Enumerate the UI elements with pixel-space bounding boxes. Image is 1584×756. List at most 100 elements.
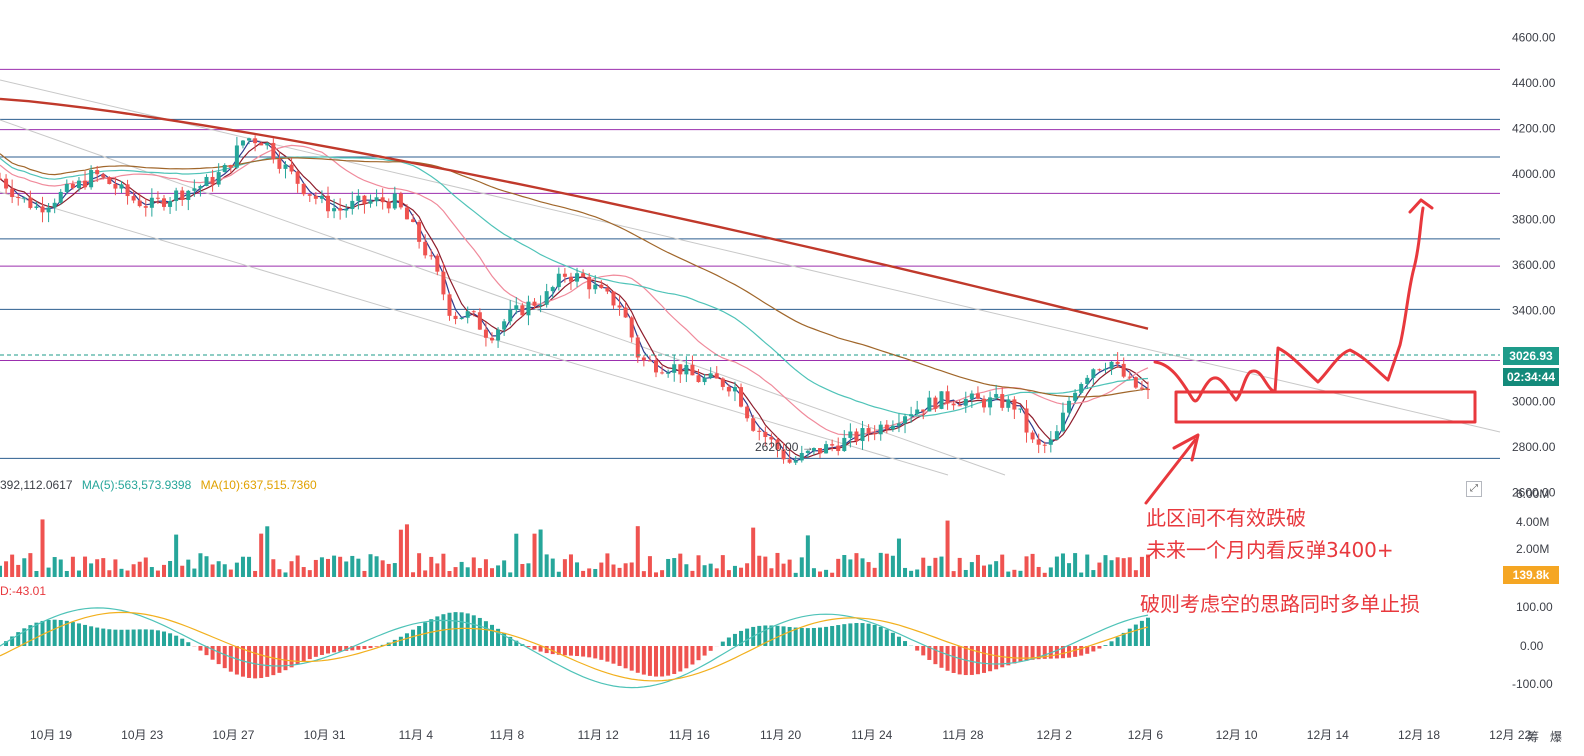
macd-bar: [654, 646, 658, 677]
macd-bar: [125, 629, 130, 646]
candle-body: [1024, 408, 1029, 433]
macd-bar: [927, 646, 932, 660]
ma-medium-line: [0, 141, 1149, 458]
volume-bar: [429, 556, 434, 577]
volume-bar: [204, 556, 209, 577]
macd-bar: [1103, 645, 1108, 646]
macd-bar: [417, 626, 422, 646]
candle-body: [64, 184, 69, 192]
price-axis[interactable]: 4600.00 4400.00 4200.00 4000.00 3800.00 3600.…: [1512, 31, 1556, 500]
volume-bar: [562, 559, 567, 577]
candle-body: [453, 315, 458, 320]
volume-bar: [259, 533, 264, 577]
macd-bar: [690, 646, 695, 665]
macd-bar: [180, 638, 185, 646]
candle-body: [441, 271, 446, 295]
macd-bar: [1079, 646, 1084, 656]
macd-bar: [338, 646, 343, 652]
macd-bar: [459, 612, 464, 646]
volume-bar: [860, 558, 865, 577]
candle-body: [496, 329, 501, 341]
macd-bar: [155, 630, 160, 646]
volume-bar: [508, 572, 513, 577]
volume-bar: [465, 567, 470, 577]
candle-body: [702, 377, 707, 383]
volume-bar: [799, 557, 804, 577]
volume-bar: [34, 571, 39, 577]
candle-body: [89, 170, 94, 188]
macd-bar: [896, 636, 901, 646]
candle-body: [283, 164, 288, 169]
candle-body: [751, 418, 756, 431]
volume-bar: [739, 567, 744, 577]
candle-body: [83, 180, 88, 188]
volume-bar: [611, 564, 616, 577]
candle-body: [830, 444, 835, 446]
macd-bar: [350, 646, 355, 651]
volume-bar: [313, 559, 318, 577]
macd-bar: [514, 640, 519, 646]
volume-bar: [635, 526, 640, 577]
candle-body: [605, 288, 610, 292]
volume-bar: [131, 564, 136, 577]
ma-60-line: [0, 156, 1149, 417]
trend-lines: [0, 79, 1501, 476]
candle-body: [423, 241, 428, 256]
candle-body: [921, 409, 926, 412]
candle-body: [16, 197, 21, 199]
macd-dif-line: [0, 607, 1149, 689]
candle-body: [131, 196, 136, 201]
macd-bar: [502, 632, 507, 646]
macd-bar: [866, 623, 871, 646]
candle-body: [781, 449, 786, 460]
chips-label[interactable]: 筹: [1527, 730, 1540, 744]
macd-bar: [739, 630, 744, 646]
volume-bar: [1030, 553, 1035, 577]
price-tick-label: 2800.00: [1512, 440, 1556, 454]
candle-body: [162, 198, 166, 207]
candle-body: [951, 403, 956, 406]
time-tick-label: 10月 23: [121, 728, 163, 742]
macd-bar: [234, 646, 239, 675]
macd-bar: [678, 646, 683, 672]
time-axis[interactable]: 10月 19 10月 23 10月 27 10月 31 11月 4 11月 8 11月 12…: [30, 728, 1532, 742]
macd-bar: [374, 646, 379, 647]
macd-bar: [544, 646, 549, 654]
volume-bar: [1115, 557, 1120, 577]
macd-bar: [593, 646, 598, 659]
candle-body: [356, 195, 361, 201]
volume-bar: [872, 567, 877, 577]
volume-bar: [70, 556, 75, 577]
candle-body: [1115, 361, 1120, 364]
volume-ma5: MA(5):563,573.9398: [81, 478, 192, 492]
candle-body: [295, 171, 300, 184]
macd-bar: [1133, 624, 1138, 646]
macd-bar: [149, 629, 154, 646]
volume-bar: [502, 560, 507, 577]
volume-bar: [125, 570, 130, 577]
candle-body: [963, 398, 968, 406]
volume-value: 392,112.0617: [0, 478, 73, 492]
candle-body: [939, 391, 944, 409]
candle-body: [726, 386, 731, 392]
volume-bar: [168, 560, 173, 577]
macd-bar: [720, 641, 725, 646]
volume-bar: [982, 565, 986, 577]
volume-bar: [1079, 572, 1084, 577]
volume-bars: [0, 519, 1150, 577]
time-tick-label: 10月 27: [212, 728, 254, 742]
volume-bar: [702, 565, 707, 577]
volume-bar: [1060, 553, 1065, 577]
volume-bar: [745, 563, 750, 577]
volume-bar: [526, 563, 531, 577]
volume-bar: [751, 527, 756, 577]
volume-bar: [1121, 558, 1126, 577]
volume-bar: [818, 571, 822, 577]
burst-label[interactable]: 爆: [1550, 730, 1563, 744]
volume-bar: [696, 555, 701, 577]
expand-icon[interactable]: ⤢: [1466, 481, 1482, 497]
volume-bar: [720, 555, 725, 577]
macd-bar: [763, 625, 768, 646]
volume-bar: [435, 563, 440, 577]
